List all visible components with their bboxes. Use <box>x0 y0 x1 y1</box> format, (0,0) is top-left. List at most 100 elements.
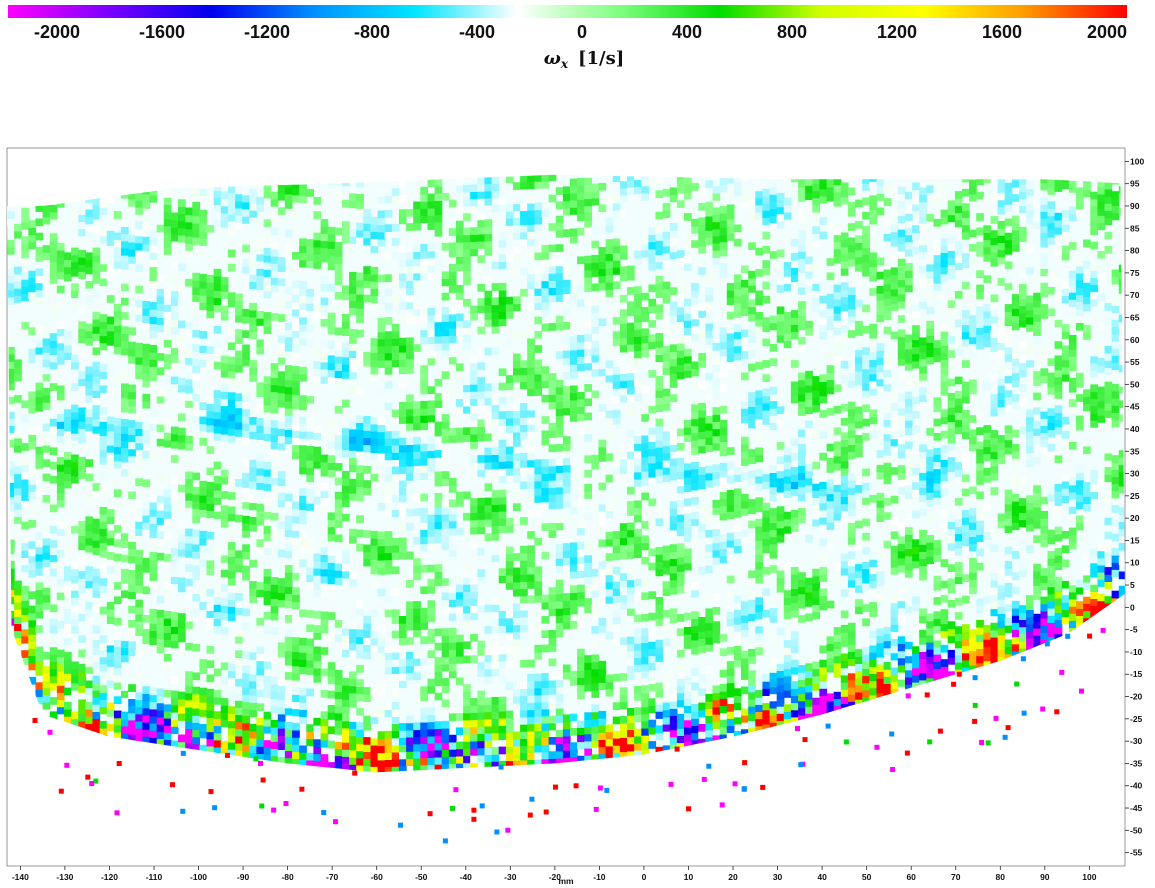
vorticity-cell <box>235 678 243 687</box>
vorticity-cell <box>277 678 286 686</box>
vorticity-cell <box>634 636 642 644</box>
vorticity-cell <box>619 737 628 745</box>
vorticity-cell <box>733 609 742 618</box>
vorticity-cell <box>163 554 172 562</box>
vorticity-cell <box>71 661 79 670</box>
vorticity-cell <box>363 216 371 224</box>
vorticity-cell <box>413 208 421 217</box>
vorticity-cell <box>712 392 721 401</box>
vorticity-cell <box>149 330 158 339</box>
vorticity-cell <box>427 350 436 359</box>
vorticity-cell <box>477 369 486 378</box>
vorticity-cell <box>570 371 578 379</box>
vorticity-cell <box>113 232 122 241</box>
vorticity-cell <box>185 728 193 737</box>
vorticity-cell <box>669 572 678 581</box>
vorticity-cell <box>627 308 635 317</box>
vorticity-cell <box>284 657 293 666</box>
vorticity-cell <box>612 545 621 554</box>
vorticity-cell <box>178 634 186 643</box>
vorticity-cell <box>49 347 58 356</box>
vorticity-cell <box>691 718 699 726</box>
vorticity-cell <box>242 480 250 488</box>
vorticity-cell <box>498 703 507 712</box>
vorticity-cell <box>14 623 22 632</box>
vorticity-cell <box>676 364 685 373</box>
vorticity-cell <box>49 269 58 277</box>
vorticity-cell <box>128 648 136 657</box>
vorticity-cell <box>427 200 436 209</box>
vorticity-cell <box>99 314 108 322</box>
vorticity-cell <box>520 759 528 768</box>
vorticity-cell <box>391 438 400 446</box>
vorticity-cell <box>14 430 22 439</box>
vorticity-cell <box>584 541 592 549</box>
vorticity-cell <box>427 265 436 273</box>
vorticity-cell <box>356 386 364 395</box>
vorticity-cell <box>669 715 678 724</box>
vorticity-cell <box>584 355 592 364</box>
vorticity-cell <box>612 552 621 561</box>
vorticity-cell <box>306 752 314 761</box>
vorticity-cell <box>406 651 414 660</box>
vorticity-cell <box>213 483 222 491</box>
vorticity-cell <box>156 724 165 732</box>
vorticity-cell <box>619 323 628 332</box>
vorticity-cell <box>156 424 165 433</box>
vorticity-cell <box>256 239 265 248</box>
vorticity-cell <box>391 537 400 546</box>
vorticity-cell <box>655 547 664 555</box>
vorticity-cell <box>306 638 314 647</box>
vorticity-cell <box>156 674 165 682</box>
vorticity-cell <box>56 649 65 658</box>
vorticity-cell <box>313 717 322 726</box>
vorticity-cell <box>548 194 557 203</box>
vorticity-cell <box>42 352 51 360</box>
vorticity-cell <box>277 264 286 272</box>
vorticity-cell <box>163 190 172 198</box>
vorticity-cell <box>14 602 22 610</box>
vorticity-cell <box>192 544 200 552</box>
vorticity-cell <box>356 351 364 359</box>
vorticity-cell <box>56 678 65 686</box>
vorticity-cell <box>470 405 478 414</box>
vorticity-cell <box>99 606 108 615</box>
vorticity-cell <box>235 364 243 373</box>
vorticity-cell <box>121 426 129 434</box>
vorticity-cell <box>356 729 364 737</box>
vorticity-cell <box>577 734 585 743</box>
vorticity-cell <box>349 300 357 309</box>
vorticity-cell <box>598 225 607 234</box>
vorticity-cell <box>7 411 15 419</box>
vorticity-cell <box>619 187 628 196</box>
vorticity-cell <box>470 412 478 421</box>
vorticity-cell <box>484 240 493 249</box>
vorticity-cell <box>391 702 400 710</box>
vorticity-cell <box>42 387 51 396</box>
vorticity-cell <box>733 695 742 704</box>
vorticity-cell <box>178 549 186 557</box>
vorticity-cell <box>491 647 500 655</box>
vorticity-cell <box>349 642 357 651</box>
vorticity-cell <box>448 199 457 208</box>
vorticity-cell <box>591 304 600 313</box>
vorticity-cell <box>192 515 200 524</box>
vorticity-cell <box>263 247 272 256</box>
vorticity-cell <box>741 436 749 445</box>
vorticity-cell <box>477 398 486 406</box>
vorticity-cell <box>470 591 478 599</box>
vorticity-cell <box>470 762 478 770</box>
vorticity-cell <box>85 659 94 667</box>
vorticity-cell <box>227 435 236 443</box>
vorticity-cell <box>712 542 721 551</box>
vorticity-cell <box>313 346 322 355</box>
vorticity-cell <box>484 447 493 456</box>
vorticity-cell <box>755 625 763 634</box>
vorticity-cell <box>691 625 699 634</box>
vorticity-cell <box>591 340 600 349</box>
vorticity-cell <box>627 180 635 188</box>
vorticity-cell <box>484 547 493 556</box>
vorticity-cell <box>327 576 336 585</box>
vorticity-cell <box>534 216 543 225</box>
vorticity-cell <box>235 200 243 209</box>
